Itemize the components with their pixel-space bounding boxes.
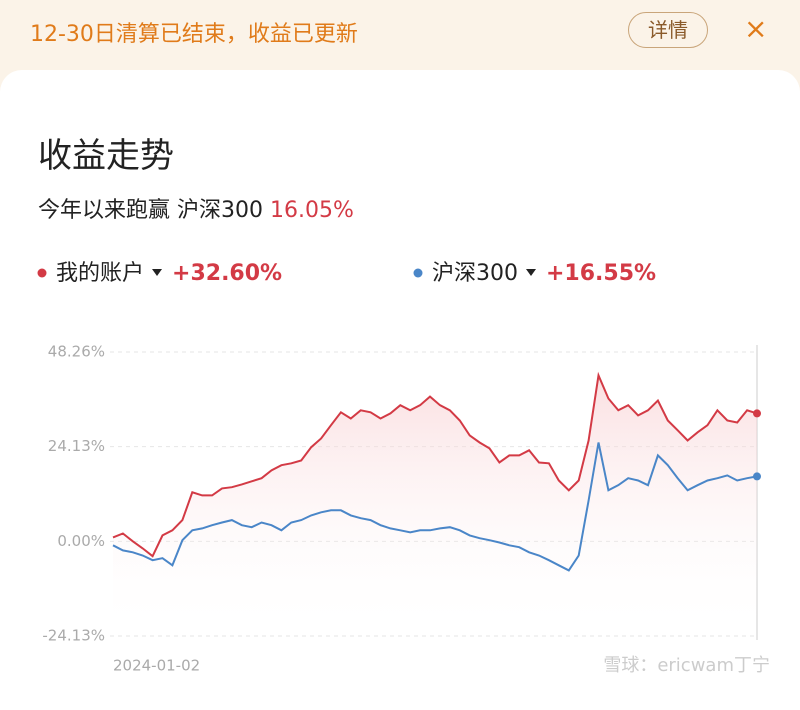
close-button[interactable]: ×: [744, 12, 768, 45]
area: [113, 375, 757, 636]
end-point: [753, 409, 761, 418]
line: [112, 442, 758, 572]
line: [112, 371, 758, 558]
legend-dot: [37, 268, 47, 278]
subtitle: 今年以来跑赢 沪深300 16.05%: [38, 192, 354, 224]
details-button[interactable]: 详情: [628, 12, 708, 48]
legend-value: +16.55%: [546, 261, 656, 286]
legend-dot: [413, 268, 423, 278]
y-tick-label: -24.13%: [42, 627, 105, 645]
legend-value: +32.60%: [172, 261, 282, 286]
y-tick-label: 0.00%: [57, 532, 105, 550]
card-title: 收益走势: [38, 136, 174, 176]
legend-caret: [526, 269, 536, 276]
legend-caret: [152, 269, 163, 276]
watermark: 雪球：ericwam丁宁: [603, 655, 770, 676]
banner-text: 12-30日清算已结束，收益已更新: [30, 22, 358, 47]
end-point: [753, 472, 761, 481]
y-tick-label: 24.13%: [48, 437, 105, 455]
legend-name: 沪深300: [432, 261, 518, 286]
subtitle-text: 今年以来跑赢 沪深300: [38, 198, 263, 223]
x-tick-label: 2024-01-02: [113, 657, 200, 675]
subtitle-value: 16.05%: [270, 198, 354, 223]
legend-name: 我的账户: [56, 261, 144, 286]
y-tick-label: 48.26%: [48, 343, 105, 361]
